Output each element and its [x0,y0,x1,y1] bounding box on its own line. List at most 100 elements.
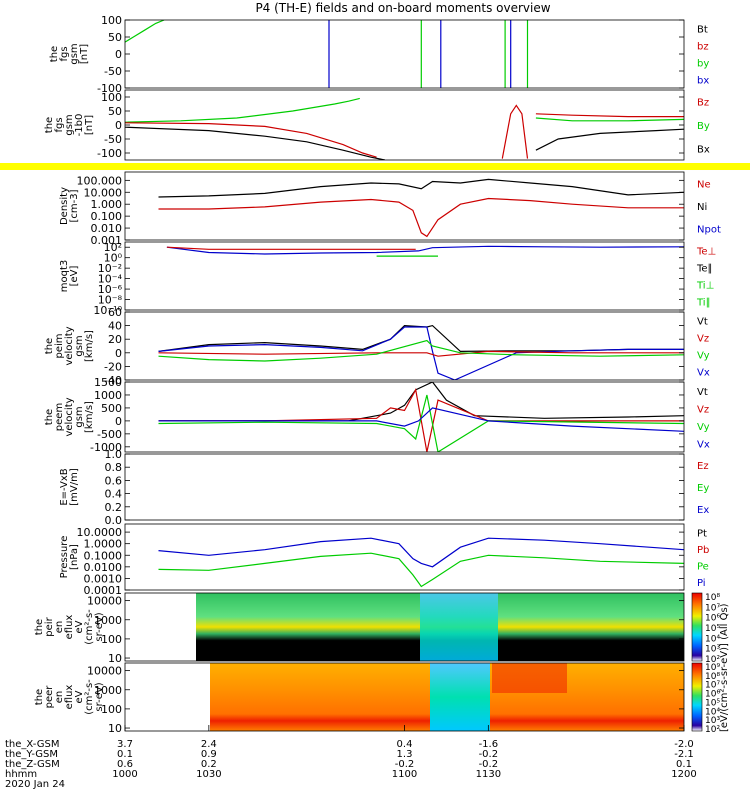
figure-title: P4 (TH-E) fields and on-board moments ov… [255,1,550,15]
y-axis-label: gsm [74,406,85,427]
x-tick-value: 1.3 [397,749,413,760]
y-tick-label: 1.0 [105,448,123,461]
x-tick-value: -0.2 [395,759,415,770]
series-group [158,324,684,380]
y-axis-label: moqt3 [59,260,70,293]
y-axis-label: [mV/m] [69,468,80,506]
y-tick-label: 0.0 [105,514,123,527]
series-line-vz [158,388,684,452]
legend-te: Te∥ [696,264,713,275]
panel-frame [124,89,685,161]
y-tick-label: 10000 [87,595,122,608]
x-tick-value: -2.0 [674,739,694,750]
series-line-te [166,246,416,250]
x-row-label: 2020 Jan 24 [5,779,65,790]
y-axis-label: sr-eV) [94,682,105,711]
y-axis-label: [nPa] [69,544,80,570]
x-tick-value: 3.7 [117,739,133,750]
y-axis-label: peem [54,403,65,431]
y-tick-label: 100 [101,703,122,716]
series-line-bz [125,122,377,158]
y-tick-label: 100 [101,633,122,646]
y-axis-label: peer [44,685,55,709]
y-tick-label: 20 [108,333,122,346]
y-axis-label: (cm²-s- [84,609,95,645]
y-tick-label: 40 [108,320,122,333]
legend-bz: Bz [697,98,709,109]
y-tick-label: -1000 [90,441,122,454]
colorbar-tick-label: 10³ [705,716,720,726]
legend-bx: Bx [697,144,710,155]
y-tick-label: 0.8 [105,461,123,474]
x-tick-value: -0.2 [479,759,499,770]
series-group [158,382,684,452]
x-tick-value: 0.1 [117,749,133,760]
y-tick-label: 0.2 [105,501,123,514]
y-tick-label: 0.0001 [84,584,123,597]
x-tick-value: 1030 [196,769,221,780]
y-tick-label: 10.000 [84,186,123,199]
series-line-ne [158,197,684,238]
y-tick-label: -50 [104,133,122,146]
y-axis-label: en [54,621,65,634]
y-axis-label: [eV] [69,266,80,287]
x-row-label: hhmm [5,769,37,780]
y-axis-label: Density [59,187,70,225]
x-tick-value: 0.6 [117,759,133,770]
y-tick-label: 1500 [94,376,122,389]
y-tick-label: 50 [108,31,122,44]
legend-bx: bx [697,76,709,87]
y-tick-label: 0 [115,415,122,428]
panel-frame [124,311,685,381]
series-line-ti [166,245,684,255]
series-line-by [535,117,684,122]
series-line-vz [158,350,684,357]
series-line-bz [501,104,529,159]
colorbar-tick-label: 10⁶ [705,690,720,700]
legend-vy: Vy [697,422,710,433]
legend-ez: Ez [697,461,709,472]
colorbar-tick-label: 10⁶ [705,614,720,624]
y-tick-label: 0 [115,119,122,132]
y-tick-label: 0 [115,48,122,61]
y-axis-label: gsm [74,335,85,356]
legend-pb: Pb [697,545,709,556]
x-row-label: the_Z-GSM [5,759,60,770]
y-axis-label: eV [74,690,85,703]
colorbar-tick-label: 10³ [705,645,720,655]
x-tick-value: -0.2 [479,749,499,760]
legend-vx: Vx [697,439,710,450]
y-tick-label: -100 [97,82,122,95]
y-axis-label: eflux [64,615,75,640]
series-line-ni [158,178,684,198]
legend-by: By [697,121,710,132]
y-tick-label: 100 [101,14,122,27]
colorbar-tick-label: 10⁷ [705,681,720,691]
y-tick-label: 100 [101,91,122,104]
legend-ni: Ni [697,202,707,213]
y-tick-label: 0.0010 [84,572,123,585]
x-row-label: the_X-GSM [5,739,59,750]
legend-ey: Ey [697,483,709,494]
y-axis-label: the [34,689,45,705]
y-tick-label: 0.1000 [84,549,123,562]
legend-pe: Pe [697,561,709,572]
y-tick-label: 10⁻⁶ [98,283,123,296]
x-tick-value: -1.6 [479,739,499,750]
legend-ti: Ti⊥ [696,281,714,292]
colorbar-tick-label: 10⁷ [705,603,720,613]
y-tick-label: 10⁻⁴ [98,273,123,286]
y-tick-label: 10 [108,722,122,735]
y-tick-label: -40 [104,374,122,387]
series-line-by [125,97,360,123]
panel-frame [124,241,685,311]
x-tick-value: 1200 [671,769,696,780]
series-group [125,20,529,88]
status-bar [0,163,750,170]
